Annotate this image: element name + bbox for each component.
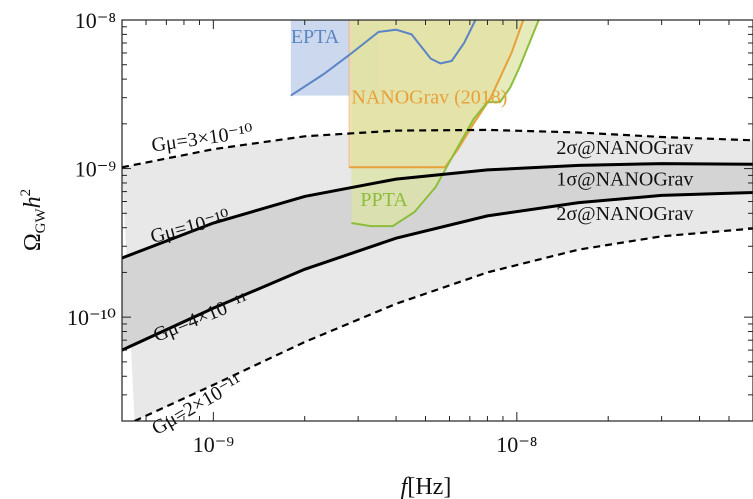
ppta-region [351, 20, 539, 227]
band-label: 1σ@NANOGrav [556, 168, 693, 190]
band-1sigma [122, 163, 753, 351]
pta-label: EPTA [291, 26, 340, 48]
string-curve-2 [122, 191, 753, 352]
x-axis-label: f[Hz] [401, 474, 452, 499]
y-tick-label: 10⁻⁸ [75, 8, 116, 33]
band-label: 2σ@NANOGrav [556, 137, 693, 159]
y-tick-label: 10⁻¹⁰ [67, 305, 116, 330]
y-axis-label: ΩGWh2 [18, 189, 49, 251]
band-label: 2σ@NANOGrav [556, 203, 693, 225]
axis-ticks: 10⁻⁹ 10⁻⁸ 10⁻⁸ 10⁻⁹ 10⁻¹⁰ [67, 8, 753, 457]
pta-label: PPTA [360, 189, 408, 211]
x-tick-label: 10⁻⁹ [193, 432, 235, 457]
epta-boundary [290, 20, 477, 97]
pta-label: NANOGrav (2018) [351, 86, 507, 108]
string-curve-0 [122, 128, 753, 169]
ppta-boundary [351, 20, 540, 228]
x-tick-label: 10⁻⁸ [496, 432, 537, 457]
string-curves [122, 128, 753, 421]
string-curve-1 [122, 162, 753, 260]
pta-regions [290, 20, 540, 228]
y-tick-label: 10⁻⁹ [75, 157, 117, 182]
nanograv2018-boundary [349, 20, 525, 169]
plot-frame [121, 19, 753, 422]
